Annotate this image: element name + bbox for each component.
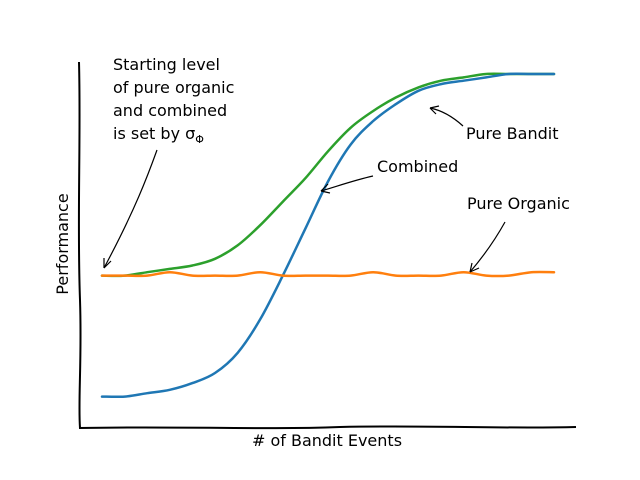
y-axis-label: Performance [53,193,72,294]
combined-label: Combined [377,157,458,176]
series-line-pure-organic [100,270,556,278]
pure-bandit-arrowhead [429,105,440,115]
pure-bandit-arrow [429,107,464,127]
start-note-arrowhead [103,258,112,269]
axes [77,61,577,430]
combined-arrow [320,175,374,192]
start-note-line-1: Starting level [113,55,220,74]
pure-organic-arrowhead [469,262,480,273]
y-axis [77,61,82,429]
pure-organic-arrow [469,221,506,273]
start-note-line-4: is set by σΦ [113,124,204,146]
combined-arrowhead [320,183,331,194]
pure-bandit-label: Pure Bandit [466,124,558,143]
start-note-line-4-text: is set by σ [113,124,195,143]
axis-labels: # of Bandit Events Performance [53,193,402,450]
series-line-pure-bandit [100,72,556,399]
annotation-layer: Starting level of pure organic and combi… [103,55,570,273]
x-axis [78,425,577,430]
x-axis-label: # of Bandit Events [252,431,402,450]
series-line-combined [100,72,556,278]
start-note-line-2: of pure organic [113,78,234,97]
pure-organic-label: Pure Organic [467,194,570,213]
start-note-subscript: Φ [195,133,204,146]
start-note-line-3: and combined [113,101,227,120]
start-note-arrow [103,149,158,269]
series-layer [100,72,556,399]
